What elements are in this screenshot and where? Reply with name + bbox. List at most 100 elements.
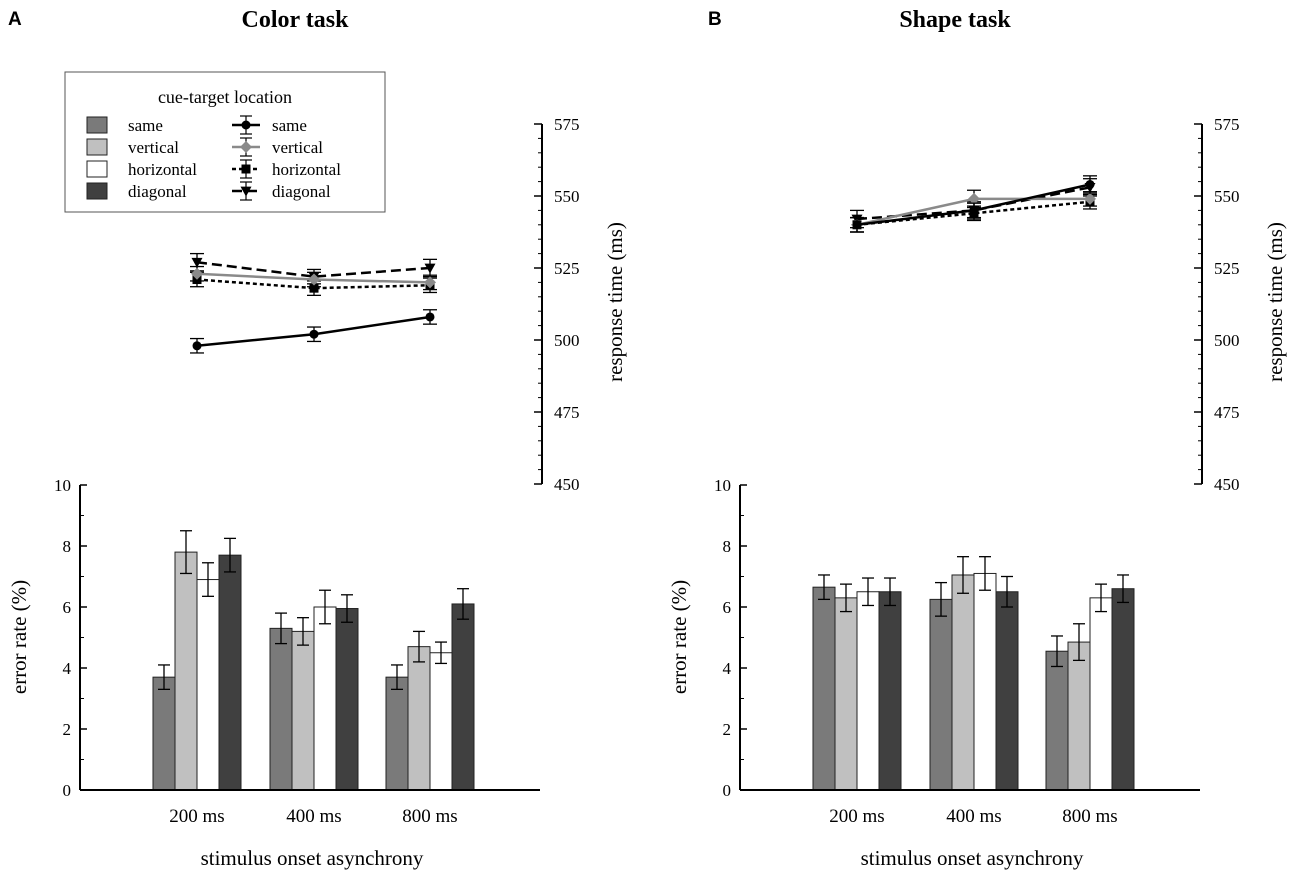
legend-label: same <box>272 116 307 135</box>
legend-marker-horizontal <box>241 164 251 174</box>
x-tick-label: 800 ms <box>1062 806 1117 827</box>
bar-vertical <box>834 597 858 791</box>
y-tick-label: 6 <box>723 598 732 617</box>
y-tick-label: 6 <box>63 598 72 617</box>
bar-horizontal <box>313 606 337 791</box>
panel-color-task: A Color task 0 2 4 6 8 10 200 ms 400 ms 800 ms 45… <box>7 7 627 870</box>
rt-tick-label: 575 <box>1214 115 1240 134</box>
rt-point-diagonal <box>191 257 203 268</box>
y-tick-label: 0 <box>723 781 732 800</box>
legend-label: same <box>128 116 163 135</box>
y-tick-label: 8 <box>63 537 72 556</box>
rt-tick-label: 550 <box>554 187 580 206</box>
bar-diagonal <box>878 591 902 791</box>
legend-label: vertical <box>272 138 323 157</box>
y-tick-label: 8 <box>723 537 732 556</box>
bar-same <box>152 676 176 791</box>
rt-axis-label: response time (ms) <box>1263 222 1287 382</box>
rt-tick-label: 525 <box>1214 259 1240 278</box>
bar-diagonal <box>1111 588 1135 791</box>
bar-vertical <box>951 574 975 791</box>
bar-horizontal <box>196 579 220 791</box>
rt-tick-label: 550 <box>1214 187 1240 206</box>
legend-label: diagonal <box>272 182 331 201</box>
bar-same <box>1045 650 1069 791</box>
rt-point-same <box>852 220 862 230</box>
bar-same <box>269 627 293 791</box>
legend-marker-same <box>241 120 251 130</box>
legend-swatch-same <box>86 116 108 134</box>
legend-title: cue-target location <box>158 87 292 107</box>
y-axis-label: error rate (%) <box>7 580 31 694</box>
y-tick-label: 0 <box>63 781 72 800</box>
rt-point-same <box>969 205 979 215</box>
rt-axis-label: response time (ms) <box>603 222 627 382</box>
panel-label: A <box>8 9 22 30</box>
rt-tick-label: 450 <box>554 475 580 494</box>
rt-tick-label: 525 <box>554 259 580 278</box>
bar-same <box>929 598 953 791</box>
legend-label: horizontal <box>272 160 341 179</box>
rt-point-vertical <box>191 267 203 280</box>
bar-horizontal <box>856 591 880 791</box>
rt-point-diagonal <box>424 263 436 274</box>
rt-tick-label: 500 <box>554 331 580 350</box>
y-tick-label: 2 <box>723 720 732 739</box>
y-tick-label: 4 <box>723 659 732 678</box>
x-axis-label: stimulus onset asynchrony <box>201 846 424 870</box>
bar-diagonal <box>335 608 359 791</box>
legend-swatch-horizontal <box>86 160 108 178</box>
bar-same <box>812 586 836 791</box>
x-tick-label: 400 ms <box>946 806 1001 827</box>
y-tick-label: 2 <box>63 720 72 739</box>
panel-label: B <box>708 9 722 30</box>
legend: cue-target location same vertical horizont… <box>64 71 386 213</box>
rt-tick-label: 475 <box>554 403 580 422</box>
x-tick-label: 200 ms <box>169 806 224 827</box>
legend-swatch-vertical <box>86 138 108 156</box>
legend-label: diagonal <box>128 182 187 201</box>
bar-vertical <box>174 551 198 791</box>
bar-diagonal <box>451 603 475 791</box>
x-tick-label: 200 ms <box>829 806 884 827</box>
rt-point-horizontal <box>309 283 319 293</box>
panel-title: Color task <box>242 7 350 33</box>
rt-point-vertical <box>1084 192 1096 205</box>
rt-point-same <box>192 341 202 351</box>
bar-vertical <box>407 646 431 791</box>
legend-marker-vertical <box>240 141 252 153</box>
x-axis-label: stimulus onset asynchrony <box>861 846 1084 870</box>
rt-tick-label: 450 <box>1214 475 1240 494</box>
y-tick-label: 10 <box>714 476 731 495</box>
legend-box <box>64 71 386 213</box>
rt-point-same <box>425 312 435 322</box>
rt-line-diagonal <box>196 260 431 278</box>
rt-point-vertical <box>424 276 436 289</box>
bar-horizontal <box>973 572 997 791</box>
rt-tick-label: 475 <box>1214 403 1240 422</box>
bar-vertical <box>291 630 315 791</box>
bar-diagonal <box>218 554 242 791</box>
rt-point-vertical <box>308 273 320 286</box>
bar-horizontal <box>429 652 453 791</box>
rt-tick-label: 575 <box>554 115 580 134</box>
legend-marker-diagonal <box>240 186 252 197</box>
bar-vertical <box>1067 641 1091 791</box>
rt-point-vertical <box>968 192 980 205</box>
rt-tick-label: 500 <box>1214 331 1240 350</box>
rt-point-same <box>309 329 319 339</box>
y-tick-label: 4 <box>63 659 72 678</box>
panel-shape-task: B Shape task 0 2 4 6 8 10 200 ms 400 ms 800 ms 45… <box>667 7 1287 870</box>
y-axis-label: error rate (%) <box>667 580 691 694</box>
x-tick-label: 800 ms <box>402 806 457 827</box>
legend-swatch-diagonal <box>86 182 108 200</box>
bar-same <box>385 676 409 791</box>
legend-label: vertical <box>128 138 179 157</box>
panel-title: Shape task <box>899 7 1011 33</box>
bar-diagonal <box>995 591 1019 791</box>
x-tick-label: 400 ms <box>286 806 341 827</box>
rt-point-same <box>1085 179 1095 189</box>
legend-label: horizontal <box>128 160 197 179</box>
y-tick-label: 10 <box>54 476 71 495</box>
